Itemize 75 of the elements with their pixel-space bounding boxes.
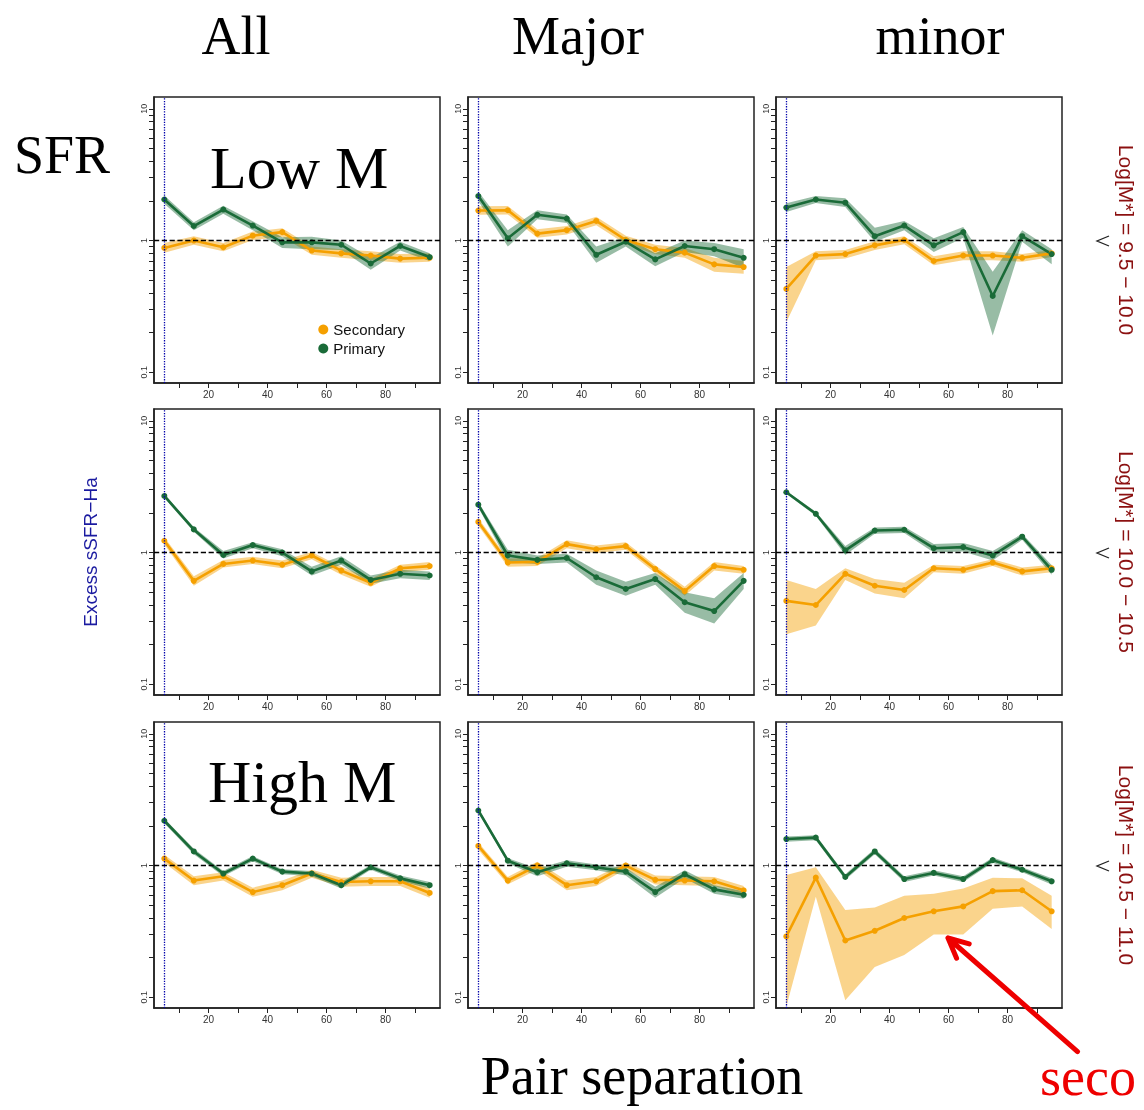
y-tick-label: 10 [452,728,463,739]
x-tick-label: 60 [634,700,647,712]
annotation: High M [208,749,397,815]
y-tick-label: 1 [760,863,771,869]
x-tick-label: 20 [202,388,215,400]
x-tick-label: 40 [575,1013,588,1025]
y-tick-label: 1 [760,238,771,244]
x-tick-label: 80 [693,388,706,400]
y-axis-title: Excess sSFR−Ha [79,477,101,627]
x-tick-label: 40 [575,700,588,712]
text: Log[M*] = 10.0 − 10.5 [1114,451,1138,653]
annotation: Low M [210,135,389,201]
y-tick-label: 0.1 [760,366,771,379]
x-tick-label: 40 [575,388,588,400]
y-tick-label: 1 [760,550,771,556]
x-tick-label: 20 [824,700,837,712]
x-tick-label: 80 [693,1013,706,1025]
x-tick-label: 40 [261,700,274,712]
y-tick-label: 0.1 [452,366,463,379]
x-tick-label: 80 [379,388,392,400]
x-tick-label: 80 [379,700,392,712]
x-tick-label: 60 [320,700,333,712]
y-tick-label: 1 [452,238,463,244]
x-tick-label: 60 [320,388,333,400]
x-tick-label: 60 [320,1013,333,1025]
y-tick-label: 0.1 [138,991,149,1004]
x-tick-label: 60 [634,388,647,400]
x-tick-label: 80 [693,700,706,712]
y-tick-label: 1 [452,863,463,869]
x-tick-label: 80 [1001,700,1014,712]
x-tick-label: 40 [261,1013,274,1025]
legend-label: Secondary [333,321,406,338]
y-tick-label: 10 [138,728,149,739]
y-tick-label: 10 [452,103,463,114]
y-tick-label: 1 [138,550,149,556]
x-tick-label: 20 [516,700,529,712]
y-tick-label: 1 [138,863,149,869]
x-tick-label: 20 [202,700,215,712]
text: SFR [14,125,111,185]
x-axis-title: Pair separation [480,1046,804,1106]
y-tick-label: 1 [138,238,149,244]
x-tick-label: 20 [516,388,529,400]
x-tick-label: 40 [883,700,896,712]
text: Log[M*] = 9.5 − 10.0 [1114,144,1138,336]
text: Log[M*] = 10.5 − 11.0 [1114,764,1138,966]
x-tick-label: 40 [883,388,896,400]
x-tick-label: 20 [824,1013,837,1025]
x-tick-label: 60 [634,1013,647,1025]
y-tick-label: 0.1 [760,991,771,1004]
annotation: seco [1040,1047,1136,1107]
chart-title: All [201,6,271,66]
x-tick-label: 60 [942,700,955,712]
y-tick-label: 10 [138,415,149,426]
x-tick-label: 20 [824,388,837,400]
y-tick-label: 0.1 [452,991,463,1004]
y-tick-label: 10 [138,103,149,114]
x-tick-label: 80 [1001,388,1014,400]
x-tick-label: 20 [202,1013,215,1025]
y-tick-label: 10 [760,103,771,114]
y-tick-label: 10 [760,415,771,426]
y-tick-label: 0.1 [760,678,771,691]
x-tick-label: 40 [261,388,274,400]
legend-label: Primary [333,340,386,357]
y-tick-label: 10 [452,415,463,426]
y-tick-label: 0.1 [138,366,149,379]
y-tick-label: 1 [452,550,463,556]
y-tick-label: 0.1 [138,678,149,691]
chart-title: Major [512,6,644,66]
x-tick-label: 80 [379,1013,392,1025]
x-tick-label: 20 [516,1013,529,1025]
x-tick-label: 40 [883,1013,896,1025]
x-tick-label: 60 [942,388,955,400]
y-tick-label: 10 [760,728,771,739]
chart-title: minor [875,6,1005,66]
y-tick-label: 0.1 [452,678,463,691]
